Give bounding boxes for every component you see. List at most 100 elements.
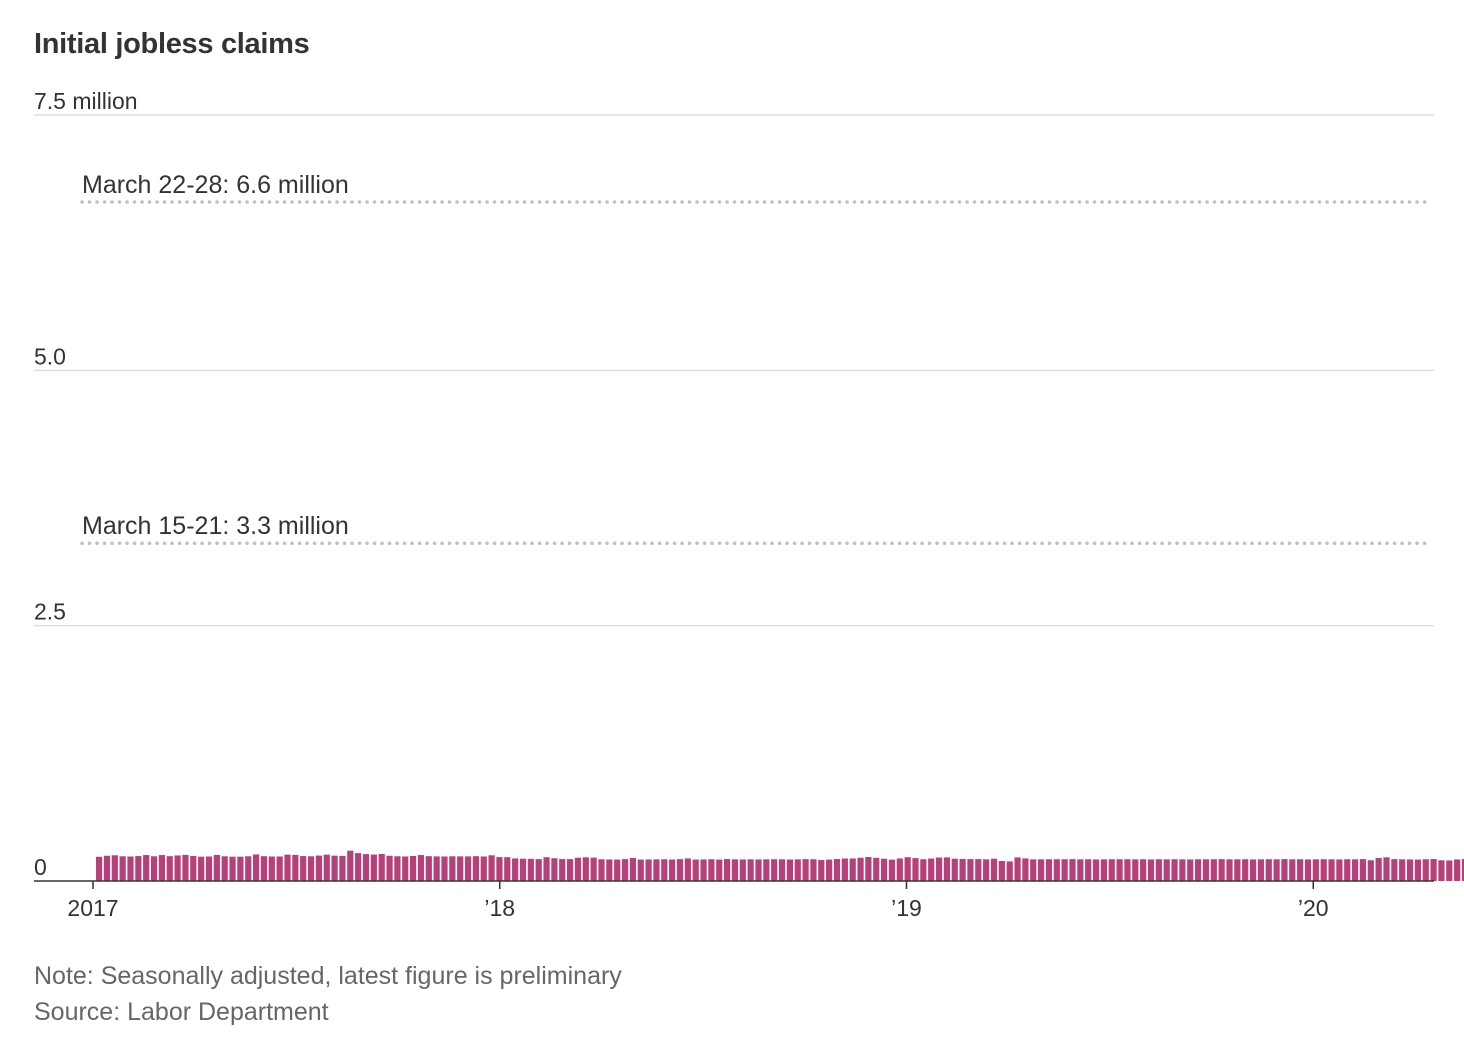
bar [198,856,205,881]
bar [1430,859,1437,881]
bar [464,856,472,881]
bar [1383,857,1390,881]
bar [621,859,629,881]
bar [1006,861,1013,881]
bar [747,859,754,881]
bar [1030,859,1037,881]
bar [967,859,974,881]
bar [362,854,370,881]
bar [410,855,417,881]
bar [629,857,636,881]
bar [174,855,181,881]
bar [849,858,856,881]
bar [826,859,833,881]
bar [237,856,244,881]
y-tick-label: 0 [34,854,47,880]
chart-title: Initial jobless claims [34,28,310,60]
bar [645,859,652,881]
bar [1210,859,1217,881]
bar [1367,860,1374,881]
bar [276,856,283,881]
bar [1179,859,1186,881]
x-tick-label: ’18 [484,895,515,921]
bar [1132,859,1139,881]
bar [1461,859,1464,881]
bar [1108,859,1115,881]
bar [504,857,511,881]
bar [1218,859,1225,881]
bar [881,858,888,881]
bar [935,857,943,881]
x-tick-label: 2017 [67,895,118,921]
bar [724,859,731,881]
y-tick-label: 7.5 million [34,88,138,114]
bar [96,856,103,881]
bar [1014,857,1021,881]
bar [480,856,487,881]
chart-source: Source: Labor Department [34,998,329,1026]
bar [912,858,919,881]
bar [1061,859,1068,881]
bar [1352,859,1359,881]
bar [1312,859,1319,881]
bar [873,857,880,881]
bar [755,859,762,881]
bar [661,859,668,881]
bar [1045,859,1053,881]
bar [1257,859,1264,881]
bar [1281,859,1288,881]
bar [1234,859,1241,881]
bar [763,859,770,881]
bar [347,850,354,881]
annotations: March 15-21: 3.3 million March 22-28: 6.6… [80,171,1434,545]
bar [457,856,464,881]
bar [402,856,409,881]
bar [739,859,746,881]
bar [1438,860,1445,881]
bar [920,859,927,881]
bar [1320,859,1327,881]
bars [96,850,1464,881]
bar [983,859,990,881]
bar [676,859,684,881]
bar [119,856,126,881]
bar [370,854,377,881]
bar [449,856,456,881]
bar [253,854,260,881]
bar [716,859,723,881]
bar [1116,859,1123,881]
bar [519,858,527,881]
bar [1406,859,1414,881]
bar [1265,859,1272,881]
bar [1414,859,1421,881]
bar [865,857,872,881]
bar [975,859,982,881]
bar [1069,859,1076,881]
bar [143,855,150,881]
bar [567,859,574,881]
bar-chart: 0 2.5 5.0 7.5 million March 15-21: 3.3 mill… [34,88,1464,921]
bar [1195,859,1202,881]
bar [1454,859,1461,881]
bar [535,859,542,881]
bar [606,859,613,881]
bar [1085,859,1092,881]
bar [205,856,213,881]
bar [802,859,809,881]
bar [684,858,691,881]
bar [1124,859,1131,881]
bar [653,859,660,881]
bar [669,859,676,881]
bar [1053,859,1060,881]
axes: 2017 ’18 ’19 ’20 [34,880,1434,921]
bar [307,856,315,881]
bar [386,855,393,881]
bar [1155,859,1162,881]
bar [213,854,220,881]
bar [182,854,189,881]
bar [551,858,558,881]
bar [1242,859,1249,881]
bar [1077,859,1084,881]
bar [1022,858,1029,881]
bar [543,857,550,881]
